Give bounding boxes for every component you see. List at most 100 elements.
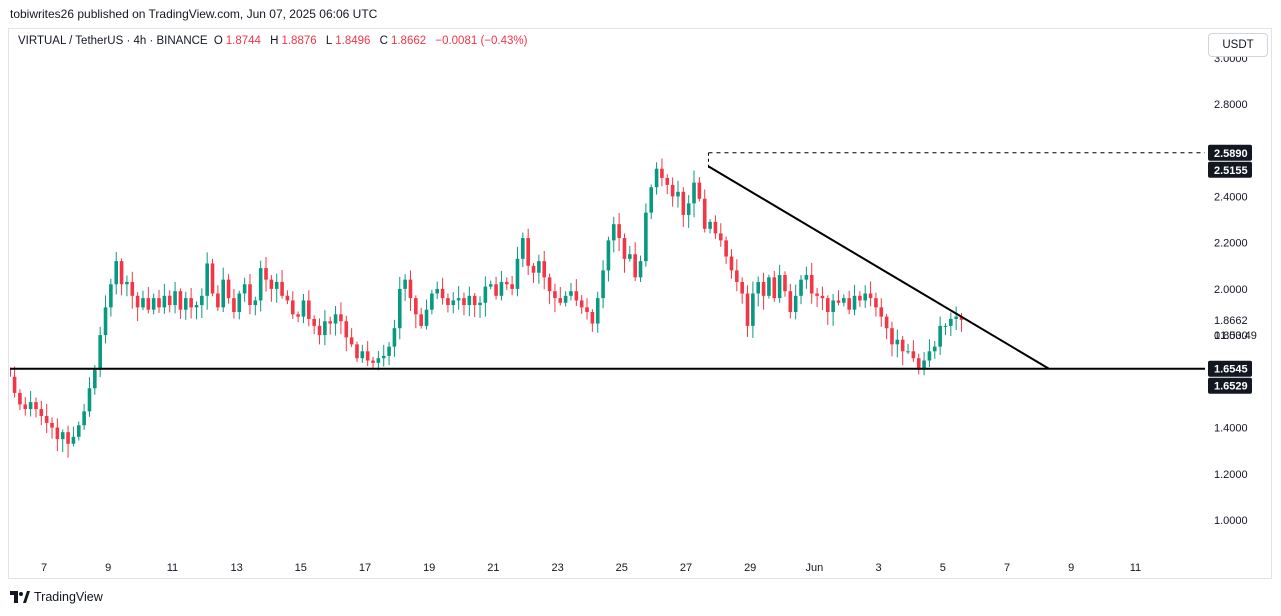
- candle-body: [697, 182, 702, 199]
- candle-body: [938, 325, 942, 347]
- candle-body: [799, 279, 803, 296]
- candle-body: [713, 221, 718, 234]
- x-tick-label: 23: [551, 562, 563, 574]
- candle-body: [451, 300, 456, 306]
- candle-body: [906, 351, 910, 353]
- x-tick-label: 3: [876, 562, 882, 574]
- candle-body: [237, 293, 242, 312]
- candle-body: [740, 281, 744, 294]
- candle-body: [601, 270, 605, 299]
- candle-body: [633, 254, 637, 278]
- legend-high-label: H: [270, 35, 279, 47]
- candle-body: [670, 184, 675, 197]
- candle-body: [820, 295, 825, 299]
- candle-body: [146, 298, 151, 310]
- candle-body: [644, 212, 648, 262]
- candle-body: [221, 279, 226, 308]
- candle-body: [590, 312, 595, 324]
- candle-body: [403, 279, 407, 289]
- candle-body: [189, 298, 193, 308]
- candle-body: [296, 314, 300, 317]
- price-label-box: [1208, 360, 1252, 377]
- candle-body: [125, 281, 129, 285]
- candle-body: [842, 298, 846, 303]
- candle-body: [895, 339, 900, 345]
- candle-body: [804, 275, 809, 280]
- candle-body: [183, 298, 188, 310]
- legend-low-value: 1.8496: [335, 35, 371, 47]
- candle-body: [456, 298, 461, 301]
- legend-change: −0.0081 (−0.43%): [435, 35, 528, 47]
- candle-body: [307, 300, 311, 319]
- chart-legend: VIRTUAL / TetherUS · 4h · BINANCE O 1.874…: [18, 35, 530, 47]
- candle-body: [767, 277, 771, 296]
- candle-body: [333, 314, 338, 324]
- y-tick-label: 2.0000: [1214, 284, 1248, 296]
- candle-body: [692, 182, 696, 204]
- candle-body: [542, 261, 547, 278]
- footer-brand: TradingView: [34, 590, 103, 604]
- candle-body: [751, 293, 755, 326]
- candle-body: [499, 281, 504, 296]
- x-tick-label: 27: [680, 562, 692, 574]
- x-tick-label: 19: [423, 562, 435, 574]
- candle-body: [537, 261, 541, 273]
- candle-body: [729, 256, 734, 271]
- price-label-text: 2.5155: [1214, 165, 1248, 177]
- legend-open-label: O: [213, 35, 223, 47]
- candle-body: [344, 321, 349, 338]
- candle-body: [868, 293, 873, 299]
- candle-body: [847, 298, 851, 310]
- candle-body: [772, 277, 777, 299]
- candle-body: [23, 404, 28, 410]
- candle-body: [932, 346, 937, 352]
- candle-body: [414, 298, 418, 315]
- candles: [2, 158, 964, 458]
- candle-body: [467, 295, 472, 306]
- candle-body: [28, 402, 33, 410]
- candle-body: [526, 238, 530, 266]
- candle-body: [419, 314, 423, 326]
- candle-body: [339, 314, 343, 322]
- candle-body: [317, 325, 322, 336]
- candle-body: [606, 240, 611, 271]
- legend-high-value: 1.8876: [281, 35, 317, 47]
- candle-body: [397, 288, 402, 329]
- candle-body: [863, 293, 868, 301]
- candle-body: [611, 224, 616, 241]
- y-tick-label: 2.2000: [1214, 238, 1248, 250]
- candle-body: [788, 291, 793, 312]
- candle-body: [777, 275, 782, 299]
- candle-body: [628, 254, 632, 259]
- candle-body: [216, 293, 220, 308]
- candle-body: [360, 351, 365, 359]
- trendline: [707, 165, 1050, 370]
- x-tick-label: 9: [105, 562, 111, 574]
- candle-body: [114, 261, 119, 285]
- legend-symbol[interactable]: VIRTUAL / TetherUS · 4h · BINANCE: [18, 35, 208, 47]
- candle-body: [900, 339, 905, 352]
- candle-body: [12, 376, 17, 393]
- candle-body: [66, 432, 70, 444]
- candle-body: [392, 328, 397, 347]
- candle-body: [510, 284, 514, 289]
- candle-body: [253, 300, 258, 306]
- candle-body: [617, 224, 621, 239]
- currency-button[interactable]: USDT: [1208, 33, 1268, 57]
- candle-body: [119, 261, 124, 285]
- candle-body: [435, 288, 440, 294]
- candle-body: [954, 316, 958, 319]
- candle-body: [553, 291, 557, 299]
- candle-body: [761, 281, 766, 296]
- y-tick-label: 1.2000: [1214, 469, 1248, 481]
- legend-low-label: L: [325, 35, 333, 47]
- candle-body: [574, 291, 579, 301]
- x-tick-label: 11: [1130, 562, 1141, 574]
- candle-body: [569, 291, 573, 296]
- candle-body: [783, 275, 787, 292]
- candle-body: [226, 279, 231, 299]
- candle-body: [2, 365, 6, 367]
- candle-body: [76, 425, 81, 437]
- candle-body: [836, 300, 841, 303]
